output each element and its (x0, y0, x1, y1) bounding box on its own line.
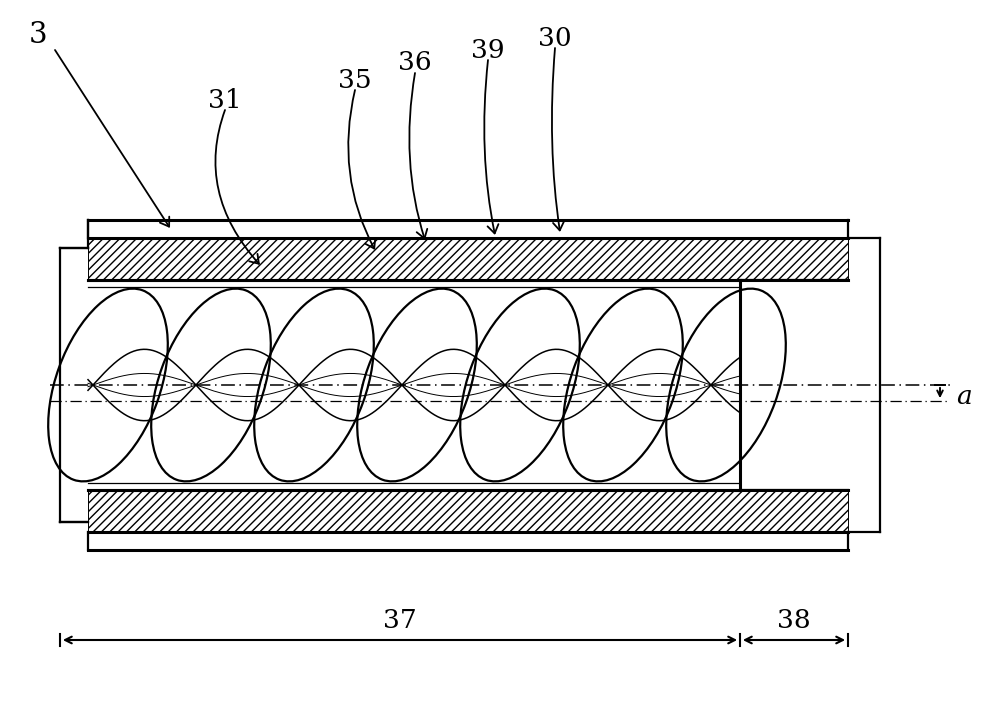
Bar (88, 238, 848, 280)
FancyArrowPatch shape (348, 90, 375, 249)
Text: 36: 36 (398, 50, 432, 76)
Text: 30: 30 (538, 25, 572, 50)
Text: 35: 35 (338, 67, 372, 93)
FancyArrowPatch shape (552, 48, 564, 231)
FancyArrowPatch shape (409, 73, 427, 238)
FancyArrowPatch shape (55, 50, 169, 226)
Text: 39: 39 (471, 37, 505, 62)
Text: 3: 3 (29, 21, 47, 49)
Text: 31: 31 (208, 88, 242, 112)
FancyArrowPatch shape (215, 110, 259, 264)
Text: 37: 37 (383, 608, 417, 632)
Text: a: a (956, 385, 972, 409)
Text: 38: 38 (777, 608, 811, 632)
FancyArrowPatch shape (484, 60, 498, 233)
Bar (88, 490, 848, 532)
